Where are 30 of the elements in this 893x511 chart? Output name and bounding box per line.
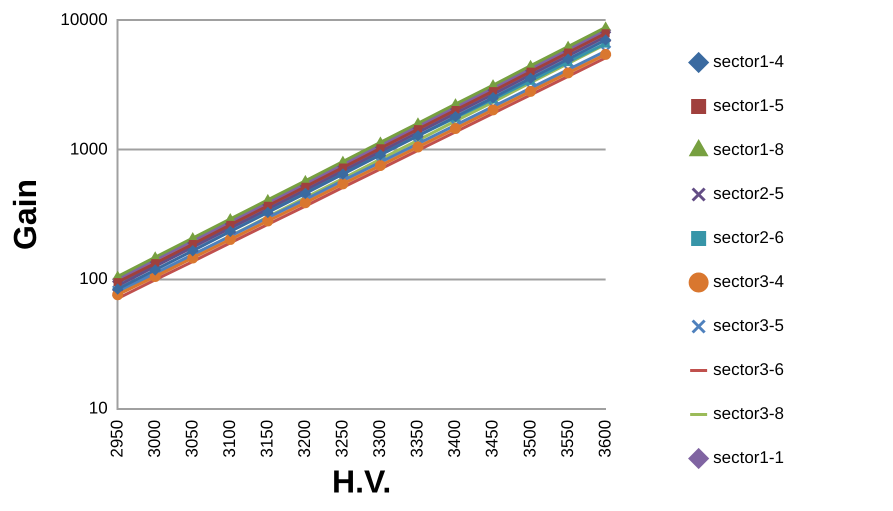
- legend-label: sector3-5: [713, 316, 784, 336]
- x-tick-label: 3300: [370, 420, 390, 458]
- legend-label: sector1-8: [713, 140, 784, 160]
- x-tick-label: 3200: [295, 420, 314, 458]
- y-axis-title: Gain: [7, 178, 44, 250]
- legend-label: sector1-1: [713, 448, 784, 468]
- x-tick-label: 3500: [520, 420, 540, 458]
- x-tick-label: 3550: [558, 420, 577, 458]
- x-tick-label: 3050: [182, 420, 202, 458]
- y-tick-label: 10000: [60, 10, 108, 29]
- y-tick-label: 1000: [70, 139, 108, 158]
- x-axis-title: H.V.: [332, 464, 392, 500]
- legend-label: sector1-4: [713, 52, 784, 72]
- legend-label: sector3-8: [713, 404, 784, 424]
- legend-label: sector3-6: [713, 360, 784, 380]
- y-tick-label: 100: [79, 268, 108, 288]
- y-tick-label: 10: [88, 398, 108, 418]
- legend-label: sector1-5: [713, 96, 784, 116]
- x-tick-label: 3400: [445, 420, 464, 458]
- legend-label: sector2-5: [713, 184, 784, 204]
- x-tick-label: 3150: [258, 420, 277, 458]
- x-tick-label: 3100: [220, 420, 239, 458]
- x-tick-label: 2950: [107, 420, 126, 458]
- x-tick-label: 3000: [144, 420, 164, 458]
- x-tick-label: 3450: [482, 420, 502, 458]
- legend-label: sector3-4: [713, 272, 784, 292]
- x-tick-label: 3350: [408, 420, 427, 458]
- x-tick-label: 3600: [595, 420, 614, 458]
- legend-label: sector2-6: [713, 228, 784, 248]
- x-tick-label: 3250: [332, 420, 352, 458]
